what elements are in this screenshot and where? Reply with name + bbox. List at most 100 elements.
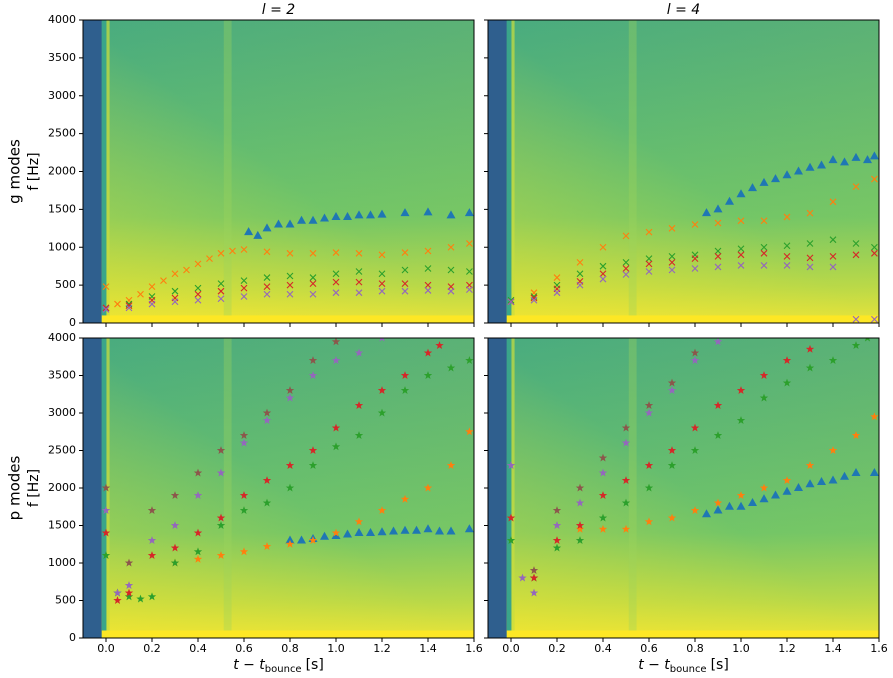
- marker: [262, 416, 272, 425]
- spectrogram-glow: [488, 20, 879, 323]
- marker: [331, 442, 341, 451]
- marker: [101, 506, 111, 515]
- marker: [253, 230, 263, 239]
- marker: [148, 283, 156, 291]
- y-tick-label: 3500: [48, 51, 76, 64]
- low-freq-band: [506, 630, 879, 638]
- marker: [400, 371, 410, 380]
- marker: [401, 249, 409, 256]
- marker: [736, 189, 746, 198]
- vertical-stripe: [628, 338, 637, 638]
- marker: [806, 240, 814, 247]
- plot-area: [488, 20, 879, 323]
- marker: [805, 344, 815, 353]
- marker: [170, 521, 180, 530]
- marker: [308, 371, 318, 380]
- marker: [714, 263, 722, 271]
- marker: [507, 298, 515, 306]
- marker: [667, 386, 677, 395]
- marker: [193, 547, 203, 556]
- marker: [771, 490, 780, 499]
- marker: [622, 271, 630, 278]
- panel-title: l = 4: [667, 2, 700, 18]
- marker: [668, 266, 676, 274]
- marker: [423, 371, 433, 380]
- marker: [621, 438, 631, 447]
- x-tick-label: 1.2: [778, 642, 796, 655]
- marker: [423, 348, 433, 357]
- x-tick-label: 0.2: [548, 642, 566, 655]
- marker: [389, 526, 398, 535]
- marker: [714, 219, 722, 227]
- marker: [759, 393, 769, 402]
- marker: [239, 438, 249, 447]
- marker: [622, 232, 630, 240]
- marker: [714, 247, 722, 255]
- marker: [286, 281, 294, 289]
- marker: [771, 174, 780, 183]
- marker: [446, 210, 456, 219]
- marker: [667, 446, 677, 455]
- marker: [286, 249, 294, 257]
- marker: [714, 252, 722, 260]
- low-freq-band: [101, 315, 474, 323]
- marker: [782, 378, 792, 387]
- bounce-line: [101, 20, 107, 323]
- row-label: g modes: [6, 139, 24, 204]
- marker: [331, 528, 341, 537]
- marker: [320, 531, 329, 540]
- marker: [124, 592, 134, 601]
- y-tick-label: 3000: [48, 406, 76, 419]
- marker: [760, 249, 768, 257]
- marker: [193, 528, 203, 537]
- marker: [783, 262, 791, 269]
- marker: [171, 270, 179, 278]
- marker: [113, 596, 122, 605]
- marker: [239, 547, 249, 556]
- marker: [575, 521, 585, 530]
- marker: [828, 356, 838, 365]
- bounce-line-bright: [106, 20, 110, 323]
- marker: [435, 341, 444, 350]
- marker: [840, 471, 849, 480]
- pre-bounce-region: [488, 20, 507, 323]
- marker: [216, 513, 226, 522]
- marker: [216, 468, 226, 477]
- marker: [308, 446, 318, 455]
- marker: [377, 408, 387, 417]
- marker: [147, 592, 157, 601]
- marker: [783, 252, 791, 260]
- marker: [552, 536, 562, 545]
- x-label-main: t − t: [233, 657, 265, 673]
- marker: [435, 526, 444, 535]
- marker: [465, 427, 474, 436]
- marker: [309, 290, 317, 298]
- x-tick-label: 0.0: [502, 642, 520, 655]
- marker: [598, 513, 608, 522]
- marker: [240, 246, 248, 253]
- marker: [737, 217, 745, 225]
- marker: [171, 298, 179, 306]
- marker: [736, 501, 746, 510]
- marker: [332, 278, 340, 286]
- marker: [424, 265, 432, 272]
- marker: [466, 240, 473, 247]
- marker: [668, 252, 676, 260]
- marker: [871, 315, 878, 323]
- marker: [713, 401, 723, 410]
- marker: [262, 408, 272, 417]
- marker: [355, 289, 363, 297]
- marker: [239, 431, 249, 440]
- marker: [137, 290, 144, 298]
- marker: [354, 348, 364, 357]
- marker: [829, 252, 837, 260]
- marker: [400, 386, 410, 395]
- low-freq-band: [506, 315, 879, 323]
- marker: [332, 249, 340, 256]
- marker: [331, 211, 341, 220]
- marker: [377, 209, 387, 218]
- marker: [737, 251, 745, 259]
- marker: [465, 356, 474, 365]
- marker: [193, 491, 203, 500]
